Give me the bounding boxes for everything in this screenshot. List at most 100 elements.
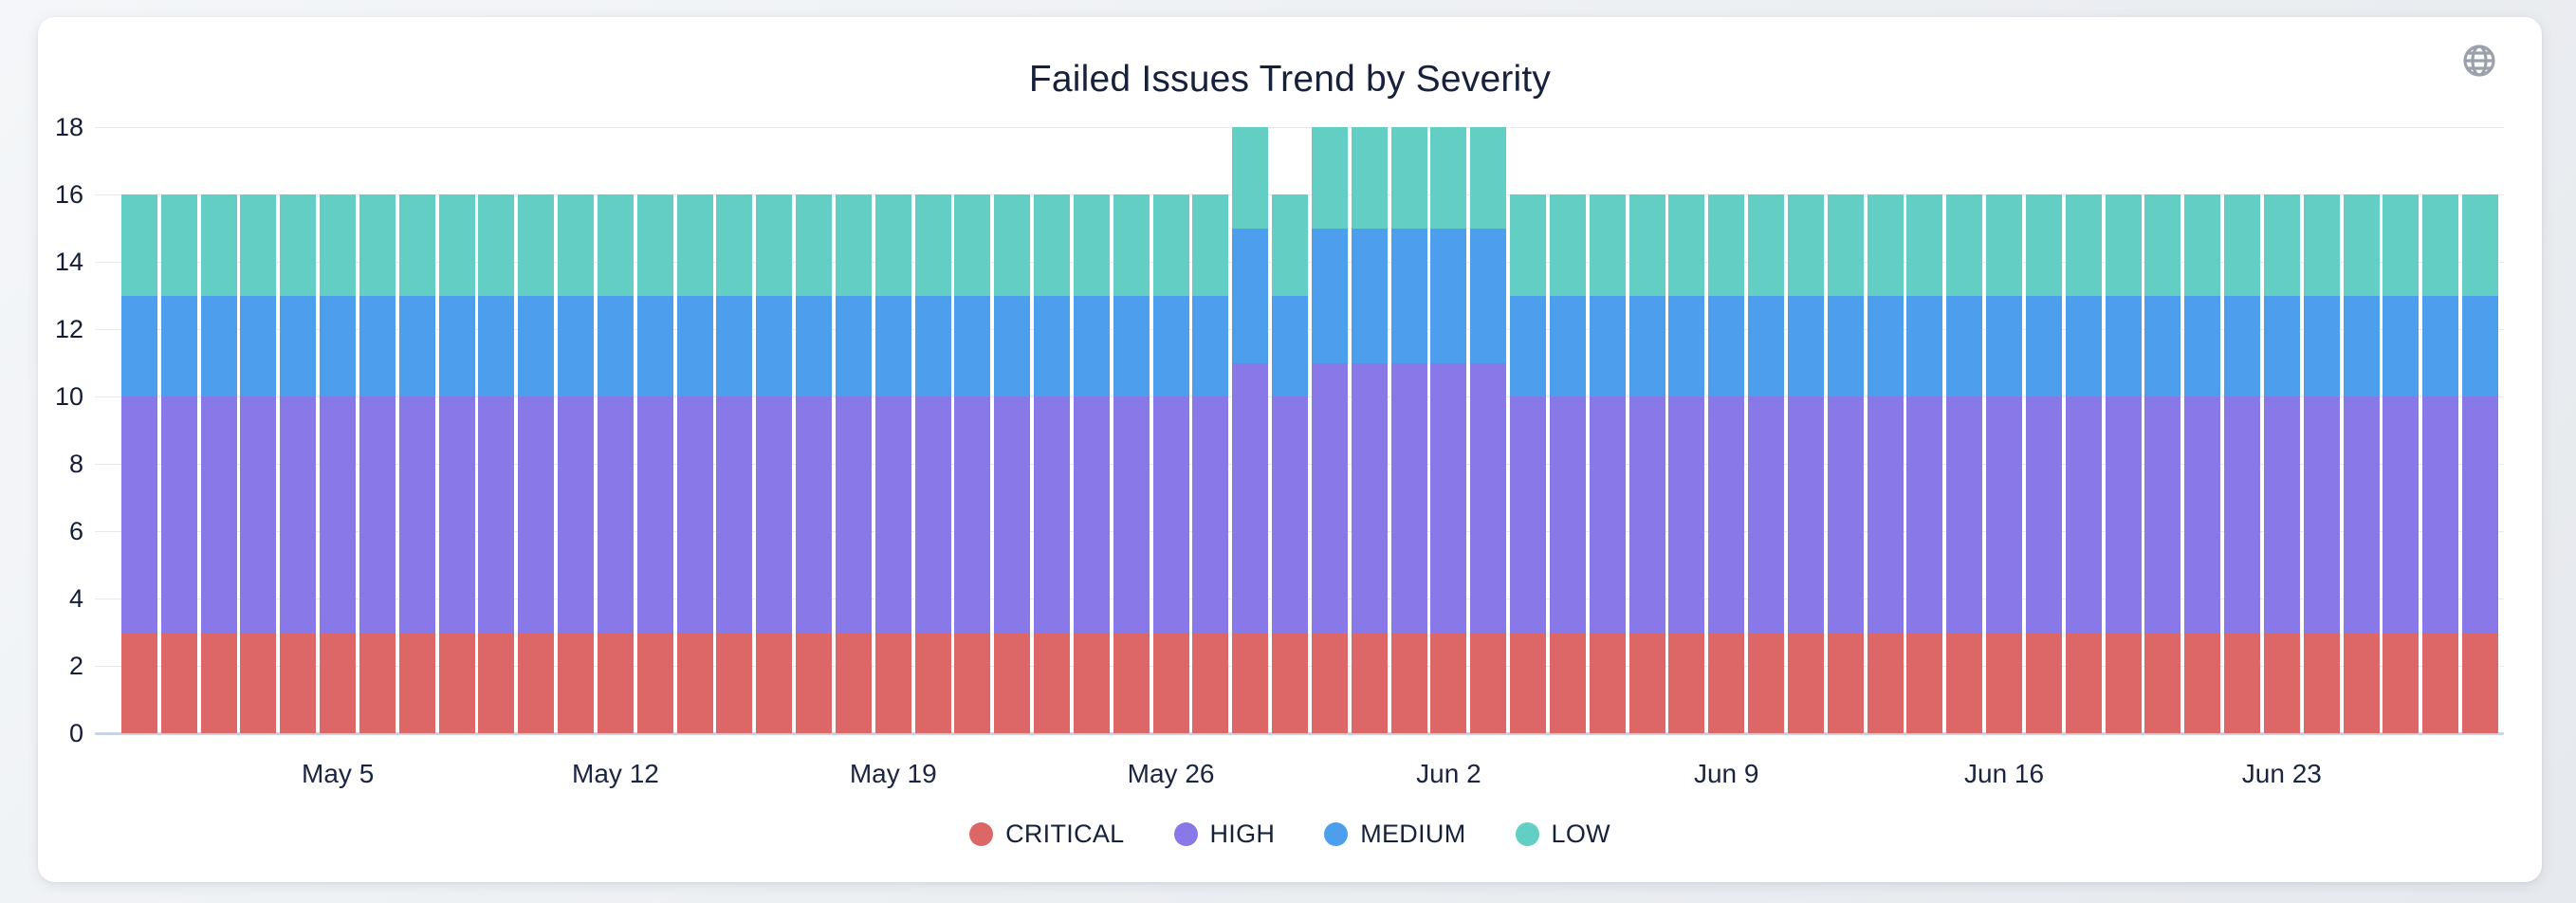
globe-icon-button[interactable]	[2460, 42, 2498, 80]
bar-segment-critical	[1272, 632, 1309, 733]
stacked-bar[interactable]	[1192, 194, 1229, 733]
stacked-bar[interactable]	[160, 194, 197, 733]
bar-segment-low	[2343, 194, 2380, 296]
stacked-bar[interactable]	[2105, 194, 2142, 733]
stacked-bar[interactable]	[1034, 194, 1071, 733]
legend-item-critical[interactable]: CRITICAL	[969, 820, 1124, 849]
stacked-bar[interactable]	[121, 194, 157, 733]
bar-segment-medium	[1549, 295, 1586, 396]
bar-segment-high	[597, 396, 634, 633]
stacked-bar[interactable]	[558, 194, 595, 733]
stacked-bar[interactable]	[200, 194, 237, 733]
stacked-bar[interactable]	[280, 194, 317, 733]
bar-segment-medium	[1906, 295, 1943, 396]
stacked-bar[interactable]	[2224, 194, 2261, 733]
stacked-bar[interactable]	[1113, 194, 1150, 733]
stacked-bar[interactable]	[359, 194, 396, 733]
stacked-bar[interactable]	[240, 194, 277, 733]
stacked-bar[interactable]	[398, 194, 435, 733]
stacked-bar[interactable]	[2025, 194, 2062, 733]
stacked-bar[interactable]	[1311, 127, 1348, 733]
stacked-bar[interactable]	[1589, 194, 1626, 733]
stacked-bar[interactable]	[2383, 194, 2420, 733]
x-axis-line	[95, 732, 2504, 735]
stacked-bar[interactable]	[1470, 127, 1507, 733]
stacked-bar[interactable]	[2343, 194, 2380, 733]
bar-segment-low	[954, 194, 991, 296]
stacked-bar[interactable]	[1708, 194, 1745, 733]
stacked-bar[interactable]	[756, 194, 793, 733]
bar-segment-high	[2422, 396, 2459, 633]
legend-item-medium[interactable]: MEDIUM	[1324, 820, 1465, 849]
bar-segment-medium	[359, 295, 396, 396]
stacked-bar[interactable]	[2303, 194, 2340, 733]
bar-segment-low	[2383, 194, 2420, 296]
y-axis-tick-label: 8	[68, 450, 83, 478]
x-axis-tick-label: Jun 2	[1416, 759, 1481, 788]
stacked-bar[interactable]	[835, 194, 872, 733]
stacked-bar[interactable]	[716, 194, 753, 733]
bar-segment-low	[1113, 194, 1150, 296]
bar-segment-low	[1073, 194, 1110, 296]
stacked-bar[interactable]	[1628, 194, 1665, 733]
stacked-bar[interactable]	[1232, 127, 1269, 733]
bar-segment-high	[558, 396, 595, 633]
stacked-bar[interactable]	[636, 194, 673, 733]
stacked-bar[interactable]	[438, 194, 475, 733]
stacked-bar[interactable]	[1906, 194, 1943, 733]
stacked-bar[interactable]	[1430, 127, 1467, 733]
stacked-bar[interactable]	[994, 194, 1031, 733]
stacked-bar[interactable]	[954, 194, 991, 733]
bar-segment-high	[280, 396, 317, 633]
bar-segment-low	[1152, 194, 1189, 296]
bar-segment-low	[2462, 194, 2498, 296]
stacked-bar[interactable]	[874, 194, 911, 733]
bar-segment-high	[200, 396, 237, 633]
stacked-bar[interactable]	[1946, 194, 1983, 733]
stacked-bar[interactable]	[2263, 194, 2300, 733]
bar-segment-medium	[2065, 295, 2102, 396]
bar-series-area	[121, 127, 2498, 733]
stacked-bar[interactable]	[2144, 194, 2181, 733]
bar-segment-critical	[1073, 632, 1110, 733]
stacked-bar[interactable]	[1073, 194, 1110, 733]
stacked-bar[interactable]	[1510, 194, 1547, 733]
bar-segment-critical	[756, 632, 793, 733]
stacked-bar[interactable]	[1668, 194, 1705, 733]
legend-item-low[interactable]: LOW	[1515, 820, 1610, 849]
stacked-bar[interactable]	[914, 194, 951, 733]
stacked-bar[interactable]	[1867, 194, 1904, 733]
bar-segment-low	[676, 194, 713, 296]
stacked-bar[interactable]	[676, 194, 713, 733]
x-axis-tick-label: May 19	[849, 759, 937, 788]
bar-segment-high	[756, 396, 793, 633]
bar-segment-low	[280, 194, 317, 296]
bar-segment-medium	[954, 295, 991, 396]
stacked-bar[interactable]	[1152, 194, 1189, 733]
stacked-bar[interactable]	[478, 194, 515, 733]
bar-segment-medium	[1351, 228, 1388, 363]
stacked-bar[interactable]	[1390, 127, 1427, 733]
stacked-bar[interactable]	[1351, 127, 1388, 733]
stacked-bar[interactable]	[1549, 194, 1586, 733]
stacked-bar[interactable]	[1272, 194, 1309, 733]
bar-segment-medium	[398, 295, 435, 396]
bar-segment-high	[1867, 396, 1904, 633]
legend-item-high[interactable]: HIGH	[1173, 820, 1276, 849]
stacked-bar[interactable]	[320, 194, 357, 733]
stacked-bar[interactable]	[518, 194, 555, 733]
bar-segment-low	[2422, 194, 2459, 296]
bar-segment-medium	[121, 295, 157, 396]
stacked-bar[interactable]	[1986, 194, 2023, 733]
stacked-bar[interactable]	[2462, 194, 2498, 733]
stacked-bar[interactable]	[1827, 194, 1864, 733]
y-axis-tick-label: 14	[54, 248, 83, 276]
bar-segment-low	[1034, 194, 1071, 296]
stacked-bar[interactable]	[597, 194, 634, 733]
stacked-bar[interactable]	[796, 194, 833, 733]
stacked-bar[interactable]	[1748, 194, 1785, 733]
stacked-bar[interactable]	[1787, 194, 1824, 733]
stacked-bar[interactable]	[2184, 194, 2221, 733]
stacked-bar[interactable]	[2065, 194, 2102, 733]
stacked-bar[interactable]	[2422, 194, 2459, 733]
